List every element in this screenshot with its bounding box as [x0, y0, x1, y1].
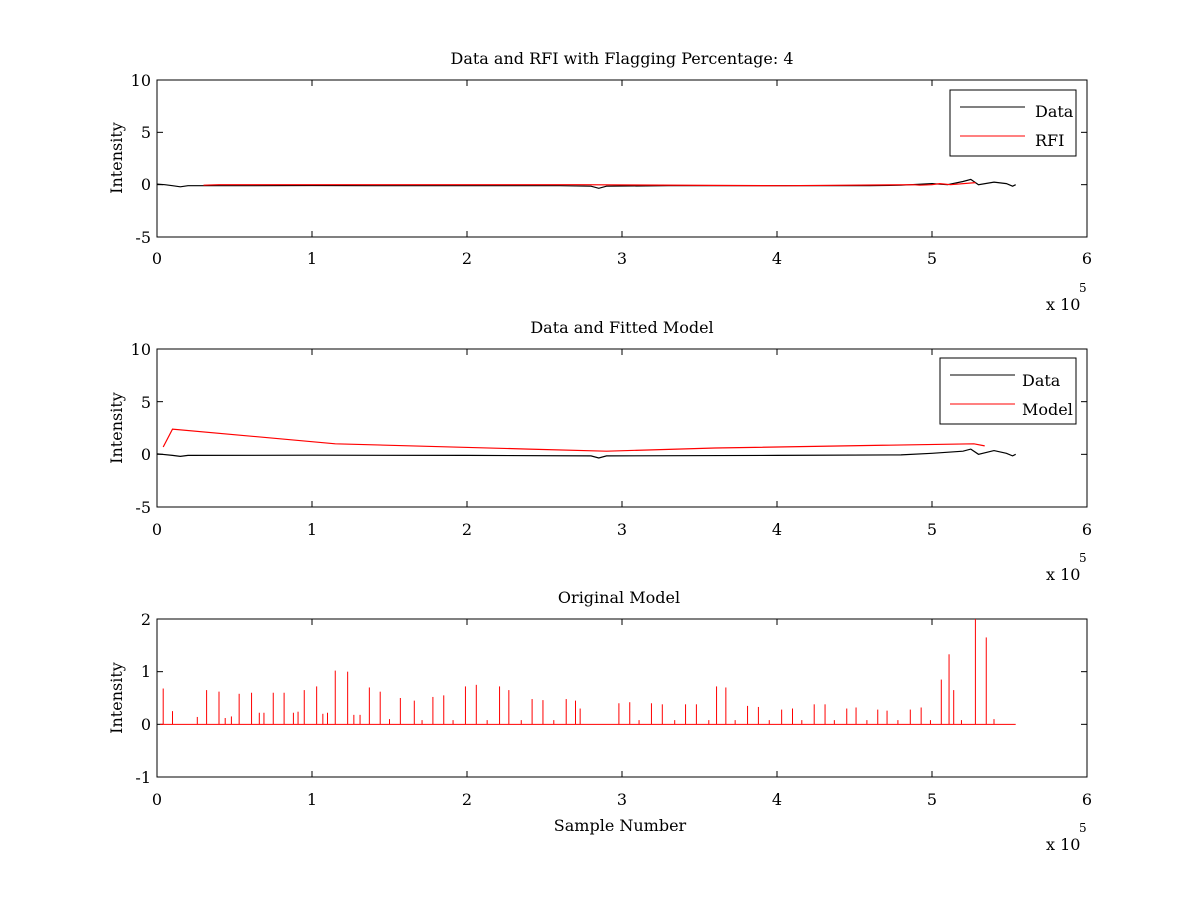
legend-label-rfi: RFI	[1035, 131, 1064, 150]
legend-label-data: Data	[1022, 371, 1061, 390]
x-tick-labels: 0 1 2 3 4 5 6	[152, 790, 1092, 809]
y-axis-label: Intensity	[107, 392, 126, 464]
x-tick-label: 1	[307, 249, 317, 268]
y-tick-labels: -5 0 5 10	[131, 71, 151, 247]
x-tick-label: 3	[617, 520, 627, 539]
plot-lines	[156, 428, 1016, 459]
rfi-series-line	[203, 182, 976, 187]
x-tick-label: 3	[617, 790, 627, 809]
y-tick-label: 0	[141, 175, 151, 194]
y-tick-label: 5	[141, 393, 151, 412]
x-multiplier-base: x 10	[1046, 565, 1080, 584]
x-tick-label: 6	[1082, 520, 1092, 539]
y-tick-label: 0	[141, 445, 151, 464]
x-multiplier-exponent: 5	[1079, 551, 1087, 565]
x-tick-label: 4	[772, 520, 782, 539]
x-tick-label: 5	[927, 249, 937, 268]
subplot-fitted-model: Data and Fitted Model Intensity 0 1 2 3 …	[107, 318, 1092, 584]
model-series-line	[162, 428, 985, 452]
y-tick-label: 2	[141, 610, 151, 629]
x-multiplier-exponent: 5	[1079, 281, 1087, 295]
y-tick-label: 10	[131, 71, 151, 90]
legend: Data Model	[939, 357, 1077, 425]
data-series-line	[156, 178, 1016, 189]
subplot-title: Data and Fitted Model	[530, 318, 713, 337]
y-tick-label: 10	[131, 340, 151, 359]
x-tick-label: 0	[152, 249, 162, 268]
legend-box	[939, 357, 1077, 425]
x-multiplier-base: x 10	[1046, 835, 1080, 854]
x-tick-labels: 0 1 2 3 4 5 6	[152, 520, 1092, 539]
x-tick-label: 5	[927, 790, 937, 809]
y-axis-label: Intensity	[107, 662, 126, 734]
axes-frame	[156, 79, 1088, 238]
x-tick-label: 2	[462, 520, 472, 539]
x-tick-label: 5	[927, 520, 937, 539]
subplot-title: Original Model	[558, 588, 680, 607]
legend-label-model: Model	[1022, 400, 1073, 419]
x-axis-label: Sample Number	[554, 816, 687, 835]
x-tick-label: 1	[307, 520, 317, 539]
x-tick-label: 1	[307, 790, 317, 809]
plot-lines	[160, 619, 1016, 725]
x-multiplier: x 10 5	[1046, 551, 1087, 584]
x-tick-label: 2	[462, 790, 472, 809]
legend-box	[949, 89, 1077, 157]
x-multiplier-base: x 10	[1046, 295, 1080, 314]
x-tick-label: 4	[772, 790, 782, 809]
y-tick-label: -1	[135, 768, 151, 787]
y-tick-labels: -5 0 5 10	[131, 340, 151, 517]
legend-label-data: Data	[1035, 102, 1074, 121]
axes-frame	[156, 348, 1088, 508]
x-tick-label: 0	[152, 520, 162, 539]
x-tick-label: 2	[462, 249, 472, 268]
plot-lines	[156, 178, 1016, 189]
x-tick-label: 6	[1082, 249, 1092, 268]
axes-frame	[156, 618, 1088, 778]
y-tick-label: 1	[141, 662, 151, 681]
y-tick-label: 5	[141, 123, 151, 142]
legend: Data RFI	[949, 89, 1077, 157]
x-tick-label: 0	[152, 790, 162, 809]
x-tick-label: 3	[617, 249, 627, 268]
x-multiplier: x 10 5	[1046, 281, 1087, 314]
x-multiplier: x 10 5	[1046, 821, 1087, 854]
y-tick-labels: -1 0 1 2	[135, 610, 151, 787]
x-multiplier-exponent: 5	[1079, 821, 1087, 835]
subplot-rfi: Data and RFI with Flagging Percentage: 4…	[107, 49, 1092, 314]
y-tick-label: 0	[141, 715, 151, 734]
x-tick-label: 4	[772, 249, 782, 268]
subplot-title: Data and RFI with Flagging Percentage: 4	[450, 49, 793, 68]
x-tick-labels: 0 1 2 3 4 5 6	[152, 249, 1092, 268]
data-series-line	[156, 448, 1016, 459]
ticks	[156, 618, 1088, 778]
y-axis-label: Intensity	[107, 122, 126, 194]
ticks	[156, 79, 1088, 238]
y-tick-label: -5	[135, 498, 151, 517]
ticks	[156, 348, 1088, 508]
x-tick-label: 6	[1082, 790, 1092, 809]
subplot-original-model: Original Model Intensity Sample Number 0…	[107, 588, 1092, 854]
y-tick-label: -5	[135, 228, 151, 247]
